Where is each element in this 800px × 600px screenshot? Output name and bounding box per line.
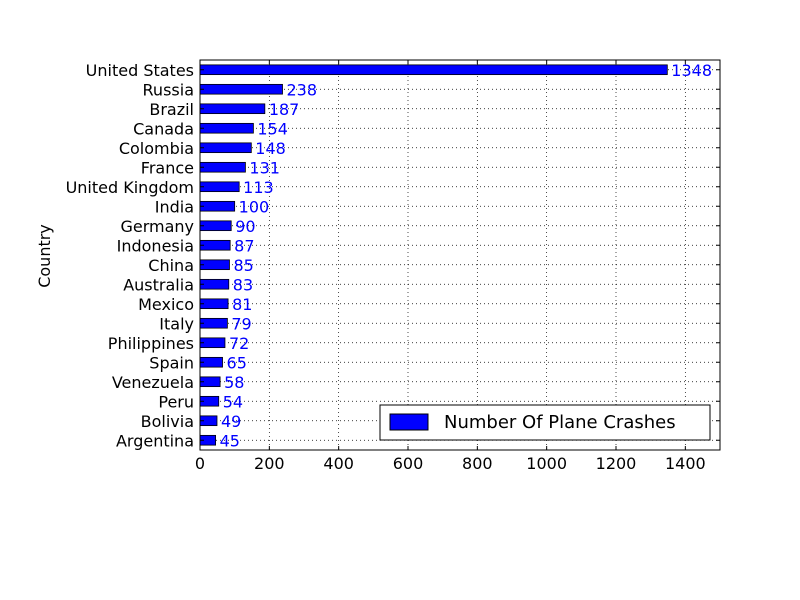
y-tick-label: Australia: [123, 275, 194, 294]
data-label: 83: [233, 275, 253, 294]
y-tick-label: Italy: [159, 314, 194, 333]
axes-frame: [199, 59, 721, 451]
data-label: 45: [220, 431, 240, 450]
y-tick-label: Colombia: [119, 139, 194, 158]
x-tick-label: 800: [462, 454, 493, 473]
data-label: 81: [232, 295, 252, 314]
data-label: 49: [221, 412, 241, 431]
y-tick-label: Peru: [158, 392, 194, 411]
data-label: 148: [255, 139, 286, 158]
bar: [199, 83, 283, 95]
y-tick-label: Canada: [133, 119, 194, 138]
bar: [199, 317, 228, 329]
bar: [199, 220, 232, 232]
legend-label: Number Of Plane Crashes: [444, 412, 676, 433]
y-tick-label: Mexico: [138, 295, 194, 314]
data-label: 100: [239, 197, 270, 216]
data-label: 113: [243, 178, 274, 197]
x-tick-label: 1400: [665, 454, 706, 473]
bar: [199, 142, 252, 154]
y-tick-label: China: [148, 256, 194, 275]
data-label: 238: [287, 80, 318, 99]
y-tick-label: Bolivia: [141, 412, 194, 431]
legend-swatch: [389, 413, 429, 431]
y-tick-label: Argentina: [116, 431, 194, 450]
data-label: 72: [229, 334, 249, 353]
bar: [199, 122, 254, 134]
y-tick-label: Philippines: [108, 334, 194, 353]
x-tick-label: 0: [195, 454, 205, 473]
legend: Number Of Plane Crashes: [379, 404, 711, 441]
y-tick-label: Russia: [143, 80, 194, 99]
x-tick-label: 400: [323, 454, 354, 473]
y-tick-label: Indonesia: [117, 236, 194, 255]
y-tick-label: United Kingdom: [66, 178, 194, 197]
y-tick-label: Germany: [120, 217, 194, 236]
bar: [199, 181, 240, 193]
data-label: 87: [234, 236, 254, 255]
data-label: 79: [231, 314, 251, 333]
data-label: 54: [223, 392, 243, 411]
y-tick-label: United States: [86, 61, 194, 80]
bar: [199, 239, 231, 251]
x-tick-label: 1000: [526, 454, 567, 473]
bar: [199, 298, 229, 310]
y-tick-label: Venezuela: [112, 373, 194, 392]
bar: [199, 64, 668, 76]
data-label: 154: [257, 119, 288, 138]
x-tick-label: 200: [254, 454, 285, 473]
x-tick-labels: 0 200 400 600 800 1000 1200 1400: [195, 454, 706, 473]
axis-ticks: [199, 60, 720, 450]
data-label: 58: [224, 373, 244, 392]
data-label: 1348: [671, 61, 712, 80]
bar: [199, 278, 230, 290]
y-tick-label: Spain: [149, 353, 194, 372]
value-labels: 1348 238187154148131113100908785838179726…: [220, 61, 712, 451]
data-label: 85: [233, 256, 253, 275]
y-tick-label: Brazil: [149, 100, 194, 119]
y-axis-label: Country: [35, 224, 54, 288]
bar: [199, 200, 236, 212]
y-tick-label: India: [155, 197, 194, 216]
y-tick-labels: United StatesRussiaBrazilCanadaColombiaF…: [66, 61, 194, 451]
data-label: 131: [249, 158, 280, 177]
bar: [199, 259, 230, 271]
x-tick-label: 1200: [596, 454, 637, 473]
data-label: 65: [227, 353, 247, 372]
bar: [199, 103, 266, 115]
legend-box: [379, 404, 711, 441]
bar: [199, 161, 246, 173]
data-label: 187: [269, 100, 300, 119]
x-tick-label: 600: [393, 454, 424, 473]
y-tick-label: France: [141, 158, 194, 177]
data-label: 90: [235, 217, 255, 236]
